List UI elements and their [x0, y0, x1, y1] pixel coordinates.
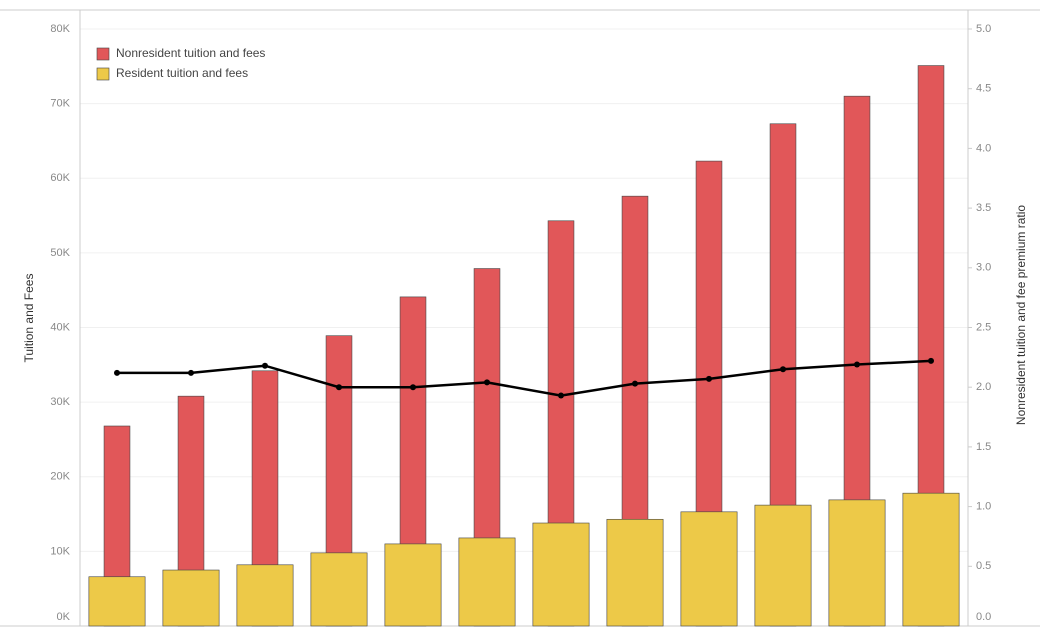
y-axis-title: Tuition and Fees: [22, 274, 36, 363]
legend-swatch: [96, 67, 110, 81]
y2-tick-label: 3.0: [976, 262, 991, 274]
line-point: [632, 380, 638, 387]
y-tick-label: 50K: [50, 247, 70, 259]
y2-tick-label: 0.0: [976, 611, 991, 623]
y2-axis-title: Nonresident tuition and fee premium rati…: [1014, 205, 1028, 425]
line-point: [558, 392, 564, 399]
y-tick-label: 10K: [50, 545, 70, 557]
legend-swatch: [96, 47, 110, 61]
line-point: [114, 369, 120, 376]
y2-tick-label: 2.0: [976, 381, 991, 393]
bar: [162, 569, 220, 627]
bar: [902, 492, 960, 627]
line-point: [484, 379, 490, 386]
bar: [532, 522, 590, 627]
bar: [606, 518, 664, 627]
bar: [236, 564, 294, 627]
line-point: [410, 384, 416, 391]
y-tick-label: 70K: [50, 98, 70, 110]
line-point: [262, 362, 268, 369]
legend-text: Resident tuition and fees: [116, 66, 248, 80]
y2-tick-label: 4.0: [976, 142, 991, 154]
legend-text: Nonresident tuition and fees: [116, 46, 265, 60]
bar: [310, 552, 368, 627]
line-point: [854, 361, 860, 368]
y2-tick-label: 4.5: [976, 83, 991, 95]
y-tick-label: 40K: [50, 321, 70, 333]
line-point: [336, 384, 342, 391]
bar: [458, 537, 516, 627]
bar: [88, 576, 146, 627]
line: [117, 359, 932, 397]
bar: [384, 543, 442, 627]
line-point: [188, 369, 194, 376]
line-point: [706, 375, 712, 382]
y2-tick-label: 1.5: [976, 441, 991, 453]
y2-tick-label: 5.0: [976, 23, 991, 35]
bar: [680, 511, 738, 627]
y-tick-label: 60K: [50, 172, 70, 184]
y-tick-label: 0K: [57, 611, 71, 623]
y2-tick-label: 2.5: [976, 321, 991, 333]
y-tick-label: 80K: [50, 23, 70, 35]
y2-tick-label: 1.0: [976, 501, 991, 513]
line-point: [928, 357, 934, 364]
y-tick-label: 20K: [50, 471, 70, 483]
bar: [828, 499, 886, 627]
bar: [754, 504, 812, 627]
y2-tick-label: 3.5: [976, 202, 991, 214]
line-point: [780, 366, 786, 373]
y2-tick-label: 0.5: [976, 560, 991, 572]
y-tick-label: 30K: [50, 396, 70, 408]
